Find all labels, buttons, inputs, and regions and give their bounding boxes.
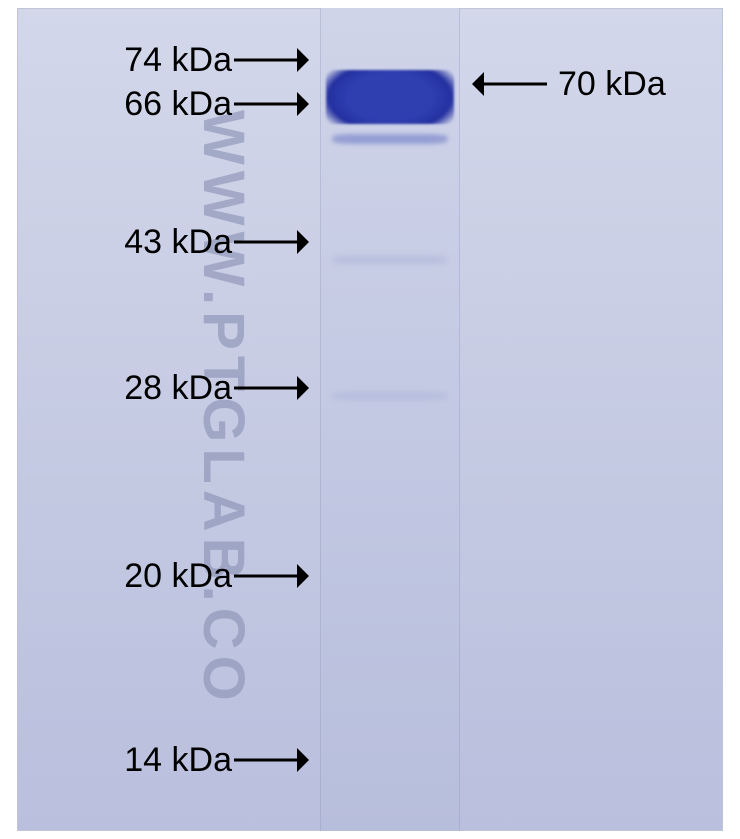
gel-lane [320, 8, 460, 831]
arrow-right-icon [234, 48, 310, 72]
faint-band-43 [332, 256, 448, 264]
arrow-right-icon [234, 564, 310, 588]
arrow-right-icon [234, 748, 310, 772]
ladder-marker-left: 28 kDa [124, 367, 310, 409]
gel-canvas: WWW.PTGLAB.CO74 kDa66 kDa43 kDa28 kDa20 … [0, 0, 740, 839]
faint-band-28 [332, 392, 448, 400]
faint-band-below-main [332, 134, 448, 144]
ladder-marker-label: 14 kDa [124, 741, 232, 780]
ladder-marker-label: 43 kDa [124, 223, 232, 262]
ladder-marker-left: 14 kDa [124, 739, 310, 781]
ladder-marker-label: 74 kDa [124, 41, 232, 80]
ladder-marker-left: 20 kDa [124, 555, 310, 597]
arrow-left-icon [472, 72, 548, 96]
ladder-marker-label: 28 kDa [124, 369, 232, 408]
arrow-right-icon [234, 376, 310, 400]
ladder-marker-left: 43 kDa [124, 221, 310, 263]
ladder-marker-left: 66 kDa [124, 83, 310, 125]
ladder-marker-left: 74 kDa [124, 39, 310, 81]
arrow-right-icon [234, 230, 310, 254]
arrow-right-icon [234, 92, 310, 116]
main-band-70kda [326, 70, 454, 124]
result-marker-right: 70 kDa [472, 63, 666, 105]
ladder-marker-label: 20 kDa [124, 557, 232, 596]
ladder-marker-label: 66 kDa [124, 85, 232, 124]
result-marker-label: 70 kDa [558, 65, 666, 104]
